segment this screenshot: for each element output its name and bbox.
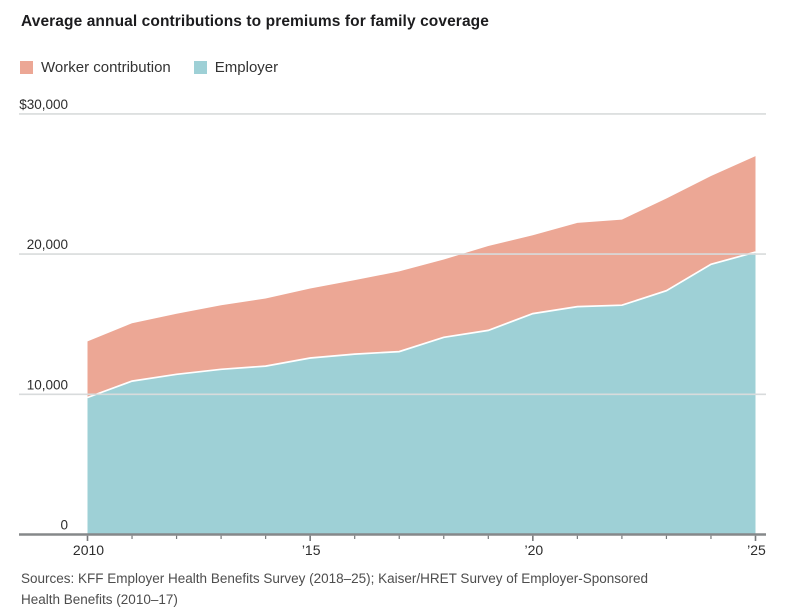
x-axis-label-2025: ’25 (747, 542, 766, 558)
series-separator-line (87, 251, 756, 399)
worker-contribution-swatch (20, 61, 33, 74)
worker-contribution-area (87, 156, 756, 398)
legend-label-employer: Employer (214, 59, 279, 76)
legend-item-worker: Worker contribution (20, 59, 171, 76)
legend: Worker contribution Employer (20, 59, 278, 76)
page-title: Average annual contributions to premiums… (21, 13, 489, 30)
employer-swatch (193, 61, 207, 74)
legend-label-worker: Worker contribution (41, 59, 171, 76)
employer-area (87, 252, 756, 535)
sources-line-2: Health Benefits (2010–17) (21, 591, 178, 607)
sources-line-1: Sources: KFF Employer Health Benefits Su… (21, 571, 649, 586)
y-axis-label-0: 0 (60, 518, 68, 533)
x-axis-label-2015: ’15 (302, 542, 321, 558)
y-axis-label-30000: $30,000 (19, 97, 68, 112)
y-axis-label-20000: 20,000 (27, 237, 68, 252)
x-axis-label-2020: ’20 (524, 542, 543, 558)
sources-note: Sources: KFF Employer Health Benefits Su… (21, 569, 648, 610)
legend-item-employer: Employer (193, 59, 279, 76)
y-axis-label-10000: 10,000 (27, 377, 68, 392)
x-axis-label-2010: 2010 (73, 542, 104, 558)
